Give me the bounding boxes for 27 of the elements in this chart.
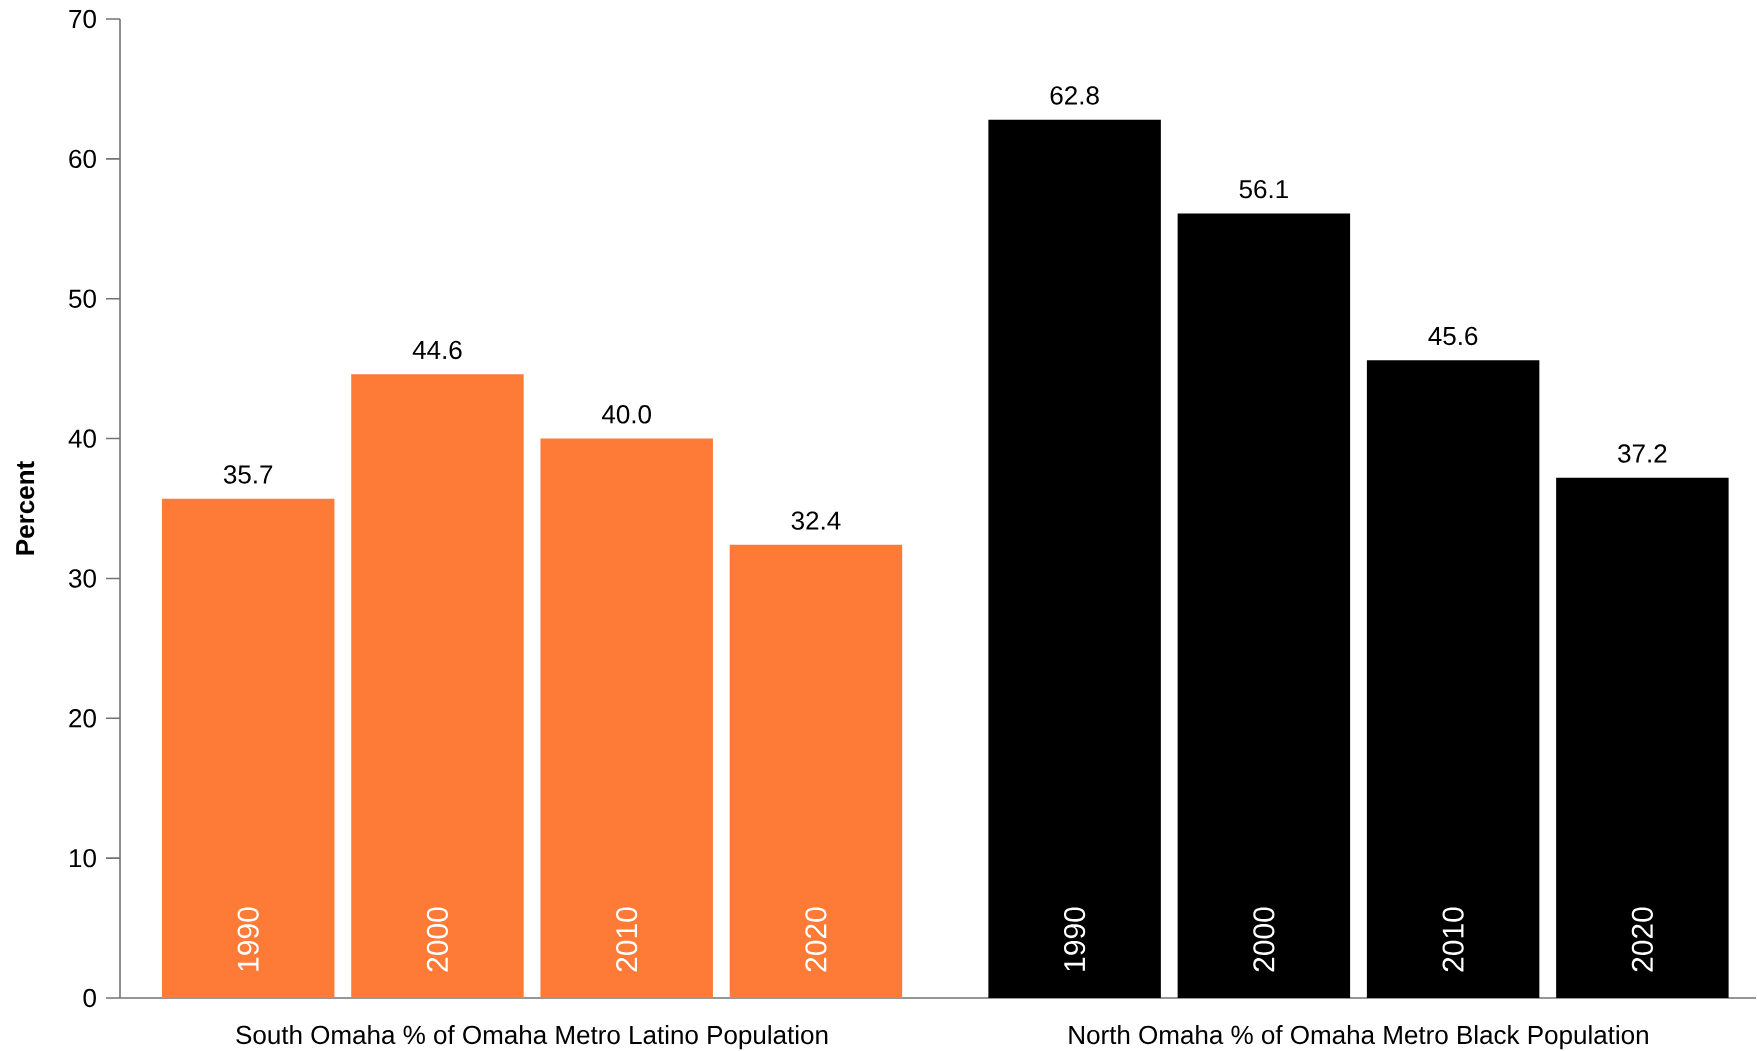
text: 2020 xyxy=(1631,907,1653,972)
data-label: 45.6 xyxy=(1428,326,1478,346)
text: 2010 xyxy=(1442,907,1464,972)
y-tick-label: 60 xyxy=(69,149,96,169)
x-tick-label: South Omaha % of Omaha Metro Latino Population xyxy=(236,1025,828,1050)
x-tick-label: North Omaha % of Omaha Metro Black Population xyxy=(1069,1025,1648,1050)
series-label: 2020 xyxy=(805,907,827,972)
data-label: 37.2 xyxy=(1618,444,1667,463)
y-tick-label: 40 xyxy=(68,429,96,448)
y-tick-label: 0 xyxy=(83,988,96,1008)
data-label: 44.6 xyxy=(412,340,462,360)
data-label: 32.4 xyxy=(791,511,841,530)
data-label: 62.8 xyxy=(1050,86,1099,105)
data-label: 35.7 xyxy=(223,465,273,484)
series-label: 2000 xyxy=(426,907,449,972)
y-tick-label: 10 xyxy=(69,848,96,868)
series-label: 2010 xyxy=(616,907,638,972)
y-tick-label: 20 xyxy=(69,709,96,728)
text: 2000 xyxy=(1253,907,1275,972)
y-tick-label: 70 xyxy=(69,9,96,29)
y-tick-label: 50 xyxy=(69,289,96,308)
data-label: 56.1 xyxy=(1239,179,1288,199)
y-tick-label: 30 xyxy=(69,569,96,588)
series-label: 1990 xyxy=(237,907,259,971)
y-axis-title: Percent xyxy=(16,461,35,555)
text: 1990 xyxy=(1063,907,1086,971)
data-label: 40.0 xyxy=(601,405,651,424)
